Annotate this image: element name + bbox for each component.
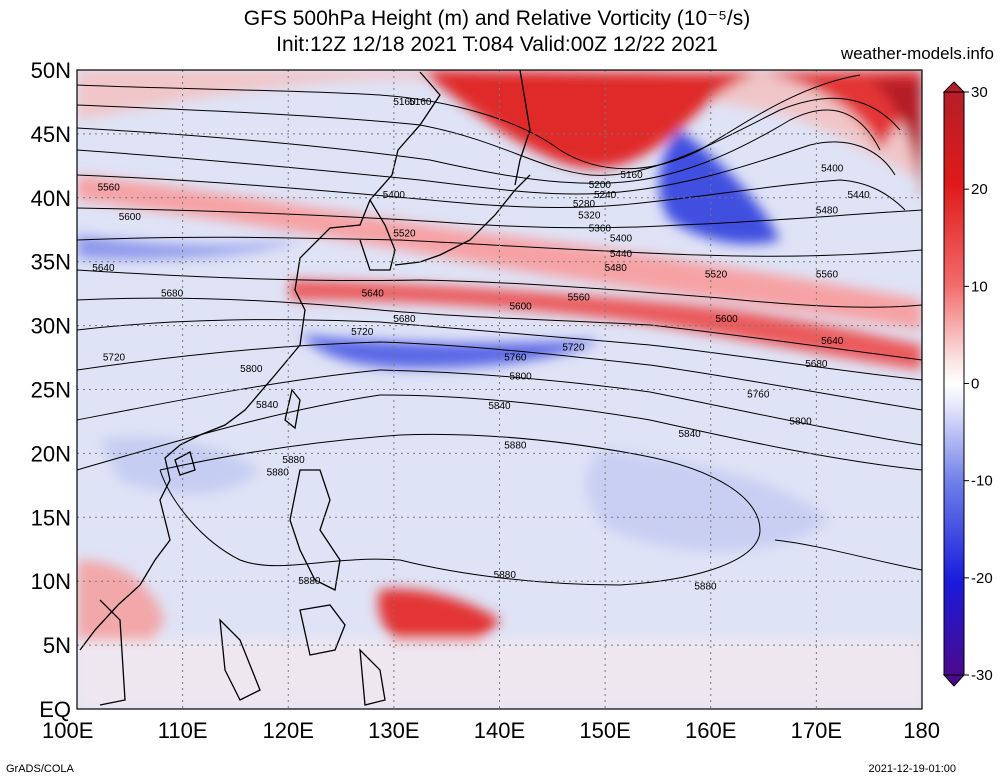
lat-tick-label: 20N [31, 441, 71, 466]
contour-label: 5880 [267, 468, 290, 479]
contour-label: 5840 [256, 400, 279, 411]
map-gridlines [77, 70, 922, 709]
colorbar-ticks: 30 20 10 0 -10 -20 -30 [964, 84, 993, 684]
contour-label: 5320 [578, 211, 601, 222]
longitude-labels: 100E 110E 120E 130E 140E 150E 160E 170E 180 [42, 718, 940, 743]
lon-tick-label: 150E [579, 718, 630, 743]
chart-title-line1: GFS 500hPa Height (m) and Relative Vorti… [243, 7, 751, 30]
contour-label: 5880 [494, 570, 517, 581]
contour-label: 5400 [821, 163, 844, 174]
colorbar-tick-label: -10 [971, 473, 993, 490]
contour-label: 5680 [161, 289, 184, 300]
colorbar: 30 20 10 0 -10 -20 -30 [942, 81, 993, 687]
lat-tick-label: 10N [31, 569, 71, 594]
credit-grads: GrADS/COLA [6, 763, 74, 775]
contour-label: 5600 [715, 314, 738, 325]
contour-label: 5560 [98, 183, 121, 194]
contour-label: 5680 [393, 314, 416, 325]
colorbar-tick-label: 0 [971, 376, 979, 393]
colorbar-tick-label: -30 [971, 667, 993, 684]
contour-label: 5440 [610, 249, 633, 260]
colorbar-tick-label: 30 [971, 84, 988, 101]
contour-labels: 5160516052005240528053205360540054405480… [92, 97, 870, 592]
contour-label: 5160 [620, 170, 643, 181]
contour-label: 5720 [351, 327, 374, 338]
contour-label: 5200 [589, 180, 612, 191]
lat-tick-label: EQ [39, 697, 71, 722]
lat-tick-label: 40N [31, 186, 71, 211]
contour-label: 5560 [816, 269, 839, 280]
colorbar-top-arrow [942, 81, 966, 93]
credit-timestamp: 2021-12-19-01:00 [868, 763, 956, 775]
contour-label: 5480 [605, 263, 628, 274]
colorbar-tick-label: 20 [971, 181, 988, 198]
contour-label: 5760 [504, 353, 527, 364]
contour-label: 5480 [816, 206, 839, 217]
contour-label: 5720 [562, 342, 585, 353]
lon-tick-label: 130E [368, 718, 419, 743]
contour-label: 5520 [705, 269, 728, 280]
coastlines [79, 70, 531, 706]
contour-label: 5800 [240, 364, 263, 375]
contour-label: 5880 [504, 441, 527, 452]
contour-label: 5280 [573, 199, 596, 210]
contour-label: 5720 [103, 353, 126, 364]
lat-tick-label: 5N [43, 633, 71, 658]
contour-label: 5840 [679, 429, 702, 440]
contour-label: 5400 [610, 234, 633, 245]
lon-tick-label: 110E [158, 718, 208, 743]
contour-label: 5440 [848, 190, 871, 201]
contour-label: 5680 [805, 359, 828, 370]
contour-label: 5360 [589, 223, 612, 234]
contour-label: 5840 [488, 401, 511, 412]
lat-tick-label: 45N [31, 122, 71, 147]
colorbar-tick-label: -20 [971, 570, 993, 587]
lon-tick-label: 140E [474, 718, 525, 743]
contour-label: 5160 [409, 97, 432, 108]
contour-label: 5800 [789, 416, 812, 427]
contour-label: 5600 [510, 301, 533, 312]
contour-label: 5600 [119, 212, 142, 223]
lon-tick-label: 160E [685, 718, 736, 743]
colorbar-gradient [943, 91, 965, 676]
contour-label: 5160 [393, 97, 416, 108]
contour-label: 5520 [393, 229, 416, 240]
height-contours [77, 74, 922, 586]
lat-tick-label: 35N [31, 250, 71, 275]
contour-label: 5880 [298, 576, 321, 587]
lon-tick-label: 170E [791, 718, 842, 743]
lat-tick-label: 25N [31, 378, 71, 403]
colorbar-bottom-arrow [942, 674, 966, 687]
contour-label: 5760 [747, 390, 770, 401]
contour-label: 5640 [362, 289, 385, 300]
lon-tick-label: 120E [263, 718, 314, 743]
site-label: weather-models.info [840, 44, 994, 63]
contour-label: 5400 [383, 190, 406, 201]
lat-tick-label: 30N [31, 314, 71, 339]
latitude-labels: EQ 5N 10N 15N 20N 25N 30N 35N 40N 45N 50N [31, 58, 71, 722]
chart-title-line2: Init:12Z 12/18 2021 T:084 Valid:00Z 12/2… [276, 33, 718, 56]
lon-tick-label: 180 [903, 718, 940, 743]
colorbar-tick-label: 10 [971, 278, 988, 295]
contour-label: 5800 [510, 372, 533, 383]
contour-label: 5880 [282, 455, 305, 466]
plot-frame [76, 69, 923, 710]
contour-label: 5640 [92, 263, 115, 274]
lon-tick-label: 100E [42, 718, 93, 743]
contour-label: 5640 [821, 336, 844, 347]
contour-label: 5560 [568, 292, 591, 303]
contour-label: 5240 [594, 190, 617, 201]
contour-label: 5880 [694, 581, 717, 592]
lat-tick-label: 50N [31, 58, 71, 83]
lat-tick-label: 15N [31, 505, 71, 530]
